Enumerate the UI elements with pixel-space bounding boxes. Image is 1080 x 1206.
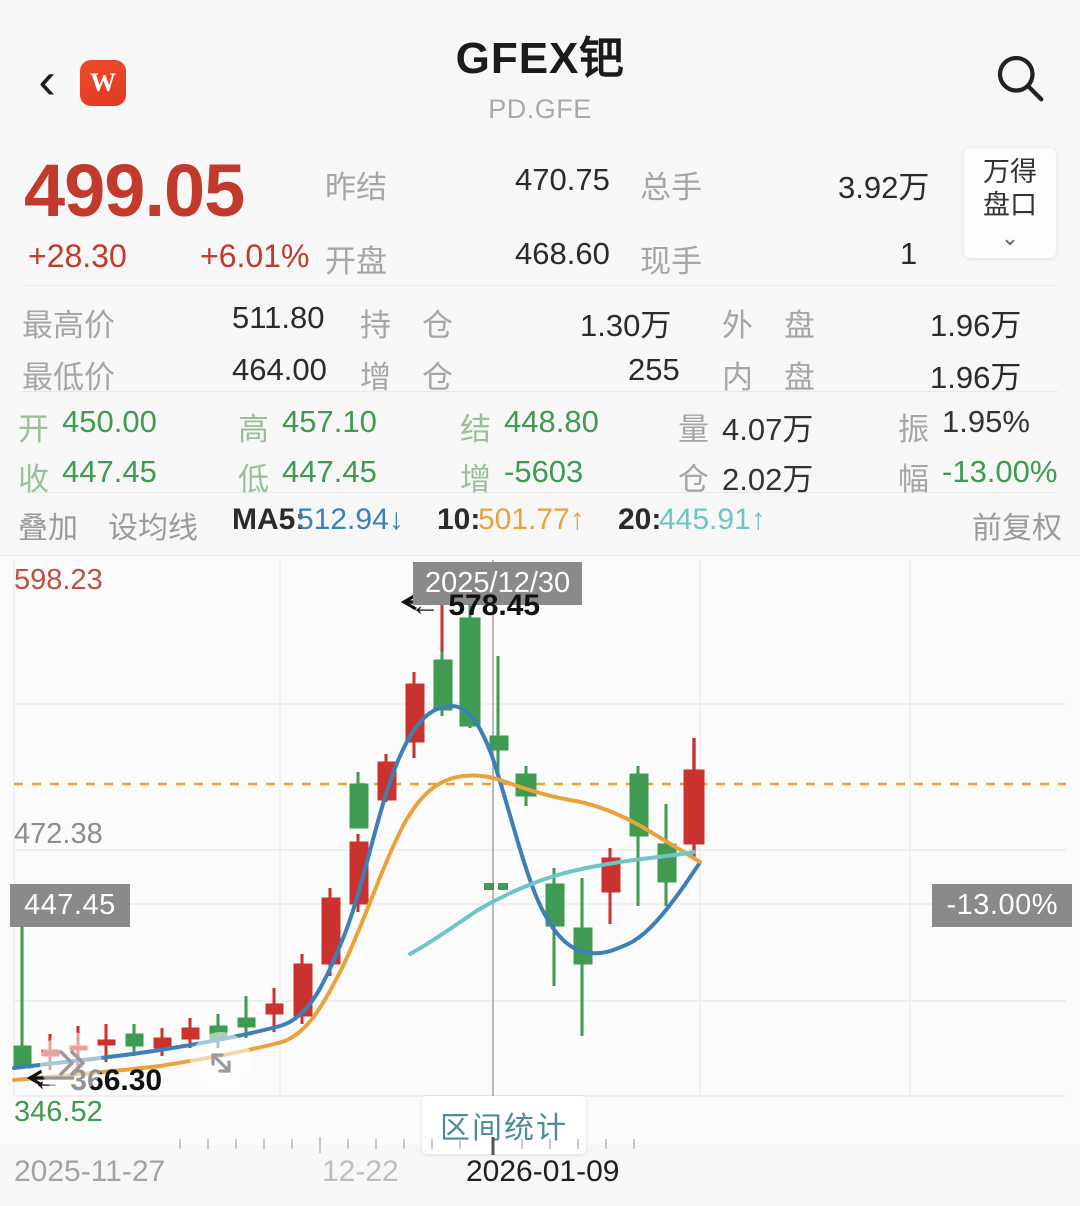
ohlc-value-oi-chg: -5603 — [504, 454, 584, 489]
grid-horizontal — [14, 703, 1066, 1097]
set-ma-button[interactable]: 设均线 — [108, 512, 198, 545]
adjust-mode-button[interactable]: 前复权 — [972, 512, 1062, 545]
ohlc-stats: 开 450.00 高 457.10 结 448.80 量 4.07万 振 1.9… — [0, 392, 1080, 497]
ohlc-value-high: 457.10 — [282, 404, 377, 439]
ohlc-label-high: 高 — [238, 412, 269, 447]
ohlc-value-oi: 2.02万 — [722, 462, 814, 497]
chevron-down-icon: ⌄ — [1000, 225, 1020, 251]
ma10-value: 501.77↑ — [478, 503, 585, 536]
kline-chart[interactable]: 598.23 472.38 346.52 447.45 -13.00% 2025… — [0, 555, 1080, 1154]
ohlc-value-settle: 448.80 — [504, 404, 599, 439]
stat-value-oi: 1.30万 — [580, 308, 672, 343]
ohlc-label-low: 低 — [238, 462, 269, 497]
page-subtitle: PD.GFE — [488, 94, 592, 124]
ohlc-value-close: 447.45 — [62, 454, 157, 489]
app-header: ‹ W GFEX钯 PD.GFE — [0, 0, 1080, 140]
ohlc-label-oi: 仓 — [678, 462, 709, 497]
field-value-open: 468.60 — [515, 236, 610, 271]
ohlc-value-low: 447.45 — [282, 454, 377, 489]
ohlc-label-open: 开 — [18, 412, 49, 447]
ma5-key: MA5: — [232, 503, 306, 536]
stat-value-high: 511.80 — [232, 300, 325, 335]
last-price: 499.05 — [24, 149, 245, 232]
wind-orderbook-button[interactable]: 万得 盘口 ⌄ — [964, 148, 1056, 258]
x-axis-label-current: 2026-01-09 — [466, 1155, 620, 1188]
ohlc-label-volume: 量 — [678, 412, 709, 447]
ma-toolbar: 叠加 设均线 MA5: 512.94↓ 10: 501.77↑ 20: 445.… — [0, 493, 1080, 549]
stat-label-oi-change: 增 仓 — [360, 360, 453, 395]
x-axis: 2025-11-27 12-22 2026-01-09 — [0, 1137, 1080, 1206]
ma20-line — [408, 850, 696, 956]
field-label-current-volume: 现手 — [640, 244, 702, 279]
ohlc-label-oi-chg: 增 — [460, 462, 491, 497]
stat-label-high: 最高价 — [22, 308, 115, 343]
ma5-value: 512.94↓ — [297, 503, 404, 536]
y-axis-mid: 472.38 — [14, 818, 103, 850]
ohlc-value-pct: -13.00% — [942, 454, 1058, 489]
candlestick-series — [13, 596, 705, 1070]
ohlc-label-pct: 幅 — [898, 462, 929, 497]
field-value-total-volume: 3.92万 — [838, 170, 930, 205]
x-axis-ticks — [179, 1137, 635, 1155]
current-pct-badge: -13.00% — [932, 884, 1072, 927]
title-block: GFEX钯 PD.GFE — [0, 22, 1080, 125]
stat-label-oi: 持 仓 — [360, 308, 453, 343]
wind-logo-icon[interactable]: W — [80, 60, 126, 106]
page-title: GFEX钯 — [455, 34, 625, 83]
price-change-pct: +6.01% — [200, 238, 310, 274]
field-label-total-volume: 总手 — [640, 170, 702, 205]
stat-value-oi-change: 255 — [628, 352, 680, 387]
chevron-double-right-icon[interactable] — [40, 1032, 102, 1094]
secondary-stats: 最高价 511.80 持 仓 1.30万 外 盘 1.96万 最低价 464.0… — [0, 286, 1080, 395]
stat-label-low: 最低价 — [22, 360, 115, 395]
overlay-button[interactable]: 叠加 — [18, 512, 78, 545]
quote-main-block: 499.05 +28.30 +6.01% 昨结 470.75 总手 3.92万 … — [0, 140, 1080, 285]
stat-value-inner: 1.96万 — [930, 360, 1022, 395]
y-axis-min: 346.52 — [14, 1096, 103, 1128]
ohlc-label-settle: 结 — [460, 412, 491, 447]
x-axis-label-middle: 12-22 — [322, 1155, 399, 1188]
current-price-badge: 447.45 — [10, 884, 130, 927]
ohlc-value-open: 450.00 — [62, 404, 157, 439]
divider-3 — [22, 492, 1058, 493]
wind-orderbook-line1: 万得 — [983, 156, 1037, 187]
ohlc-label-amp: 振 — [898, 412, 929, 447]
x-axis-label-start: 2025-11-27 — [14, 1155, 166, 1188]
high-annotation-label: ← 578.45 — [410, 589, 541, 622]
crosshair-date-badge: 2025/12/30 — [413, 562, 583, 605]
field-label-prev-settle: 昨结 — [325, 170, 387, 205]
y-axis-max: 598.23 — [14, 564, 103, 596]
stat-label-outer: 外 盘 — [722, 308, 815, 343]
price-change: +28.30 — [28, 238, 127, 274]
search-icon[interactable] — [990, 48, 1050, 108]
segment-markers — [484, 883, 508, 890]
expand-arrows-icon[interactable] — [190, 1032, 252, 1094]
field-value-prev-settle: 470.75 — [515, 162, 610, 197]
stat-label-inner: 内 盘 — [722, 360, 815, 395]
back-chevron-icon[interactable]: ‹ — [38, 52, 56, 110]
field-label-open: 开盘 — [325, 244, 387, 279]
ohlc-label-close: 收 — [18, 462, 49, 497]
range-stats-button[interactable]: 区间统计 — [422, 1096, 586, 1154]
ohlc-value-volume: 4.07万 — [722, 412, 814, 447]
stat-value-outer: 1.96万 — [930, 308, 1022, 343]
stat-value-low: 464.00 — [232, 352, 327, 387]
kline-canvas[interactable] — [0, 556, 1080, 1146]
divider-2 — [22, 391, 1058, 392]
field-value-current-volume: 1 — [900, 236, 918, 271]
wind-orderbook-line2: 盘口 — [983, 190, 1037, 220]
divider-1 — [22, 285, 1058, 286]
ma20-key: 20: — [618, 503, 662, 536]
ma20-value: 445.91↑ — [659, 503, 766, 536]
ohlc-value-amp: 1.95% — [942, 404, 1030, 439]
ma10-key: 10: — [437, 503, 481, 536]
